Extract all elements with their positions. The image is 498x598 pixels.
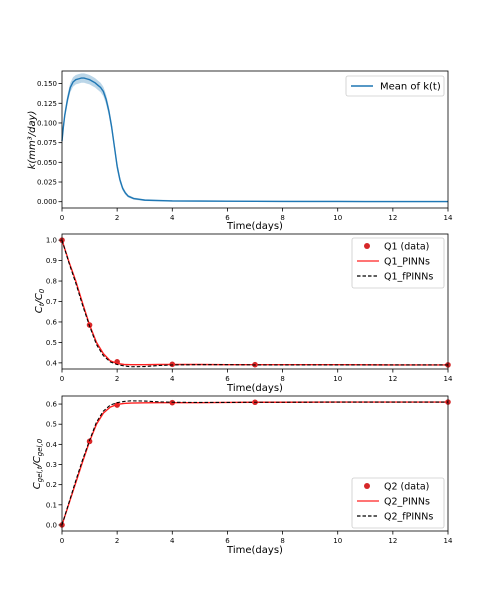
k-mean-x-tick-label: 4: [170, 214, 175, 222]
legend-label-q1-pinns: Q1_PINNs: [384, 257, 430, 268]
q1-y-tick-label: 0.8: [46, 278, 57, 286]
q1-x-tick-label: 4: [170, 375, 175, 383]
q2-x-tick-label: 4: [170, 537, 175, 545]
q2-axes-frame: [61, 395, 449, 532]
k-mean-x-tick-label: 6: [225, 214, 230, 222]
q2-x-axis-label: Time(days): [226, 545, 283, 556]
q1-y-tick-label: 0.5: [46, 339, 57, 347]
q2-y-tick-label: 0.0: [46, 521, 57, 529]
q2-x-tick-label: 0: [60, 537, 64, 545]
q2-legend: Q2 (data) Q2_PINNs Q2_fPINNs: [351, 477, 445, 529]
q2-plot-area: [59, 399, 451, 528]
q1-y-tick-label: 0.7: [46, 298, 57, 306]
q2-x-tick-label: 6: [225, 537, 230, 545]
q1-y-tick-label: 1.0: [46, 237, 57, 245]
q1-x-tick-label: 8: [280, 375, 284, 383]
k-mean-y-tick-label: 0.000: [37, 198, 57, 206]
q1-x-tick-label: 12: [388, 375, 397, 383]
q1-x-tick-label: 14: [444, 375, 453, 383]
q2-y-tick-label: 0.3: [46, 461, 57, 469]
k-mean-x-tick-label: 2: [115, 214, 119, 222]
q2-x-tick-label: 14: [444, 537, 453, 545]
k-mean-x-tick-label: 10: [333, 214, 342, 222]
legend-swatch-q1-data: [364, 243, 370, 249]
q1-x-tick-label: 0: [60, 375, 64, 383]
q2-x-tick-label: 12: [388, 537, 397, 545]
k-mean-y-tick-label: 0.125: [37, 100, 57, 108]
q1-y-ticks: 0.4 0.5 0.6 0.7 0.8 0.9 1.0: [46, 237, 62, 367]
k-mean-axes-frame: [61, 70, 449, 209]
q2-y-tick-label: 0.6: [46, 401, 58, 409]
k-mean-confidence-band: [62, 73, 448, 203]
legend-label-q1-data: Q1 (data): [384, 242, 429, 253]
panel-k-mean: 0 2 4 6 8 10 12 14 0.000 0.025 0.050 0.075 0.100 0.1…: [27, 70, 453, 232]
legend-label-q2-data: Q2 (data): [384, 482, 429, 493]
k-mean-x-ticks: 0 2 4 6 8 10 12 14: [60, 208, 453, 222]
q2-y-tick-label: 0.5: [46, 421, 57, 429]
k-mean-x-tick-label: 14: [444, 214, 453, 222]
k-mean-y-tick-label: 0.075: [37, 139, 57, 147]
k-mean-y-tick-label: 0.050: [37, 159, 57, 167]
k-mean-y-tick-label: 0.025: [37, 179, 57, 187]
q1-y-tick-label: 0.4: [46, 359, 58, 367]
k-mean-x-tick-label: 0: [60, 214, 64, 222]
q1-legend: Q1 (data) Q1_PINNs Q1_fPINNs: [351, 237, 445, 289]
q2-x-tick-label: 2: [115, 537, 119, 545]
q2-y-tick-label: 0.1: [46, 501, 57, 509]
legend-label-k-mean: Mean of k(t): [380, 82, 441, 93]
q1-y-tick-label: 0.9: [46, 257, 57, 265]
q1-x-tick-label: 2: [115, 375, 119, 383]
k-mean-x-tick-label: 8: [280, 214, 284, 222]
k-mean-y-ticks: 0.000 0.025 0.050 0.075 0.100 0.125 0.150: [37, 80, 62, 206]
q1-x-axis-label: Time(days): [226, 383, 283, 394]
legend-swatch-q2-data: [364, 483, 370, 489]
q2-series-line-2: [61, 400, 448, 526]
q1-x-tick-label: 6: [225, 375, 230, 383]
q2-y-tick-label: 0.4: [46, 441, 58, 449]
q1-y-tick-label: 0.6: [46, 318, 58, 326]
k-mean-legend-box: [345, 75, 445, 97]
k-mean-legend: Mean of k(t): [345, 75, 445, 97]
q2-y-ticks: 0.0 0.1 0.2 0.3 0.4 0.5 0.6: [46, 401, 62, 529]
q1-y-axis-label: Ct/C0: [34, 288, 46, 313]
panel-q1: 0 2 4 6 8 10 12 14 0.4 0.5 0.6 0.7 0.8 0.9 1.0 Time(d…: [34, 233, 453, 394]
q2-y-tick-label: 0.2: [46, 481, 57, 489]
q1-x-ticks: 0 2 4 6 8 10 12 14: [60, 369, 453, 383]
k-mean-series-line-0: [61, 77, 448, 203]
panel-q2: 0 2 4 6 8 10 12 14 0.0 0.1 0.2 0.3 0.4 0.5 0.6 Time(d…: [32, 395, 453, 556]
legend-label-q1-fpinns: Q1_fPINNs: [384, 272, 433, 283]
k-mean-y-tick-label: 0.150: [37, 80, 57, 88]
q2-x-ticks: 0 2 4 6 8 10 12 14: [60, 531, 453, 545]
k-mean-x-tick-label: 12: [388, 214, 397, 222]
legend-label-q2-pinns: Q2_PINNs: [384, 497, 430, 508]
q2-x-tick-label: 8: [280, 537, 284, 545]
k-mean-y-tick-label: 0.100: [37, 119, 57, 127]
q1-plot-area: [59, 237, 451, 368]
k-mean-y-axis-label: k(mm³/day): [27, 111, 38, 170]
q2-x-tick-label: 10: [333, 537, 342, 545]
q2-y-axis-label: Cgel,t/Cgel,0: [32, 438, 44, 489]
k-mean-x-axis-label: Time(days): [226, 221, 283, 232]
k-mean-plot-area: [61, 73, 448, 203]
legend-label-q2-fpinns: Q2_fPINNs: [384, 512, 433, 523]
q1-x-tick-label: 10: [333, 375, 342, 383]
